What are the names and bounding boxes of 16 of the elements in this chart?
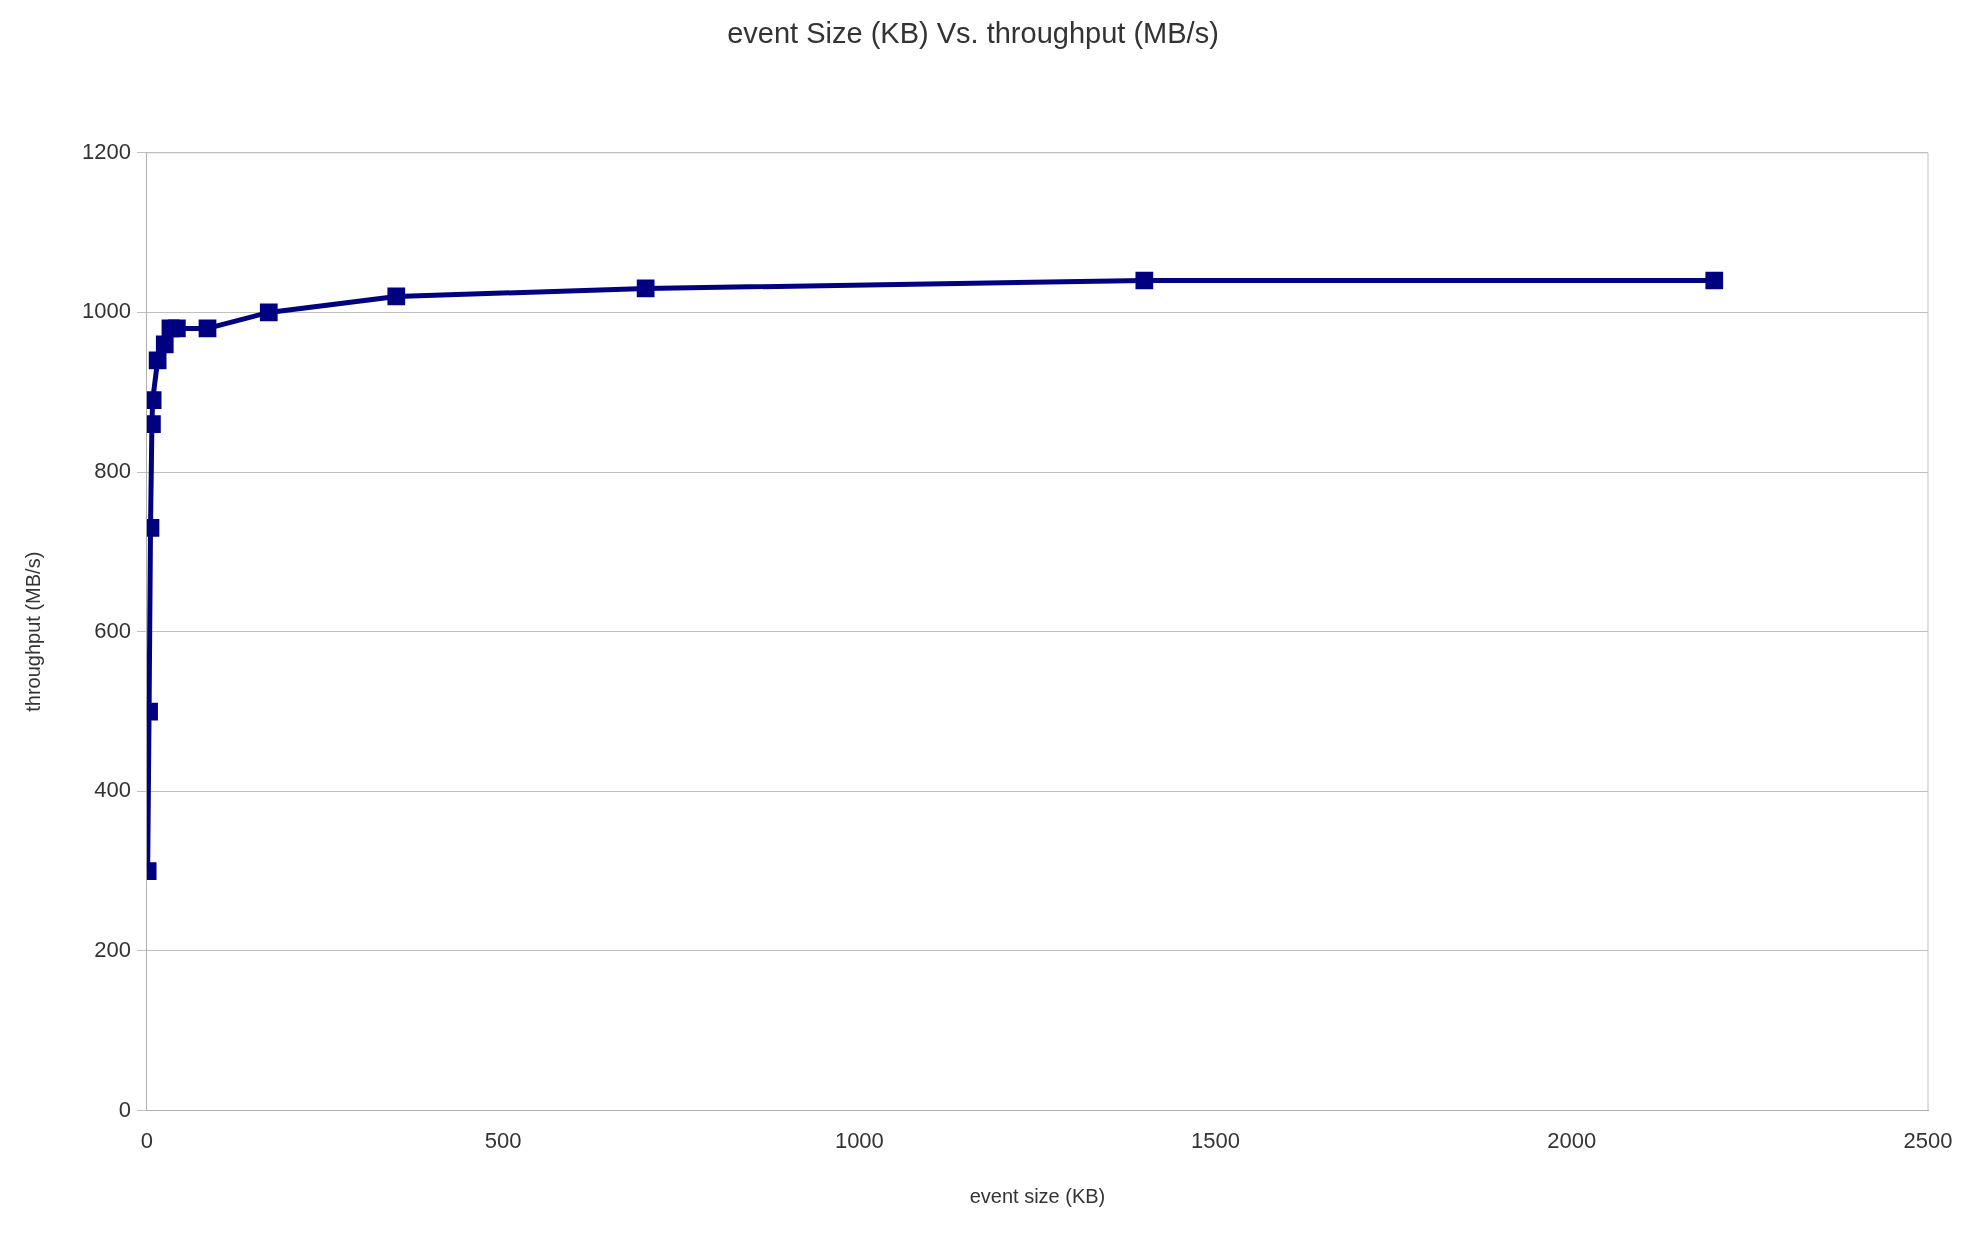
y-tick-label: 800 [94,458,131,484]
y-tick-label: 1000 [81,298,131,324]
x-tick-label: 0 [140,1127,154,1153]
x-tick-label: 1000 [834,1127,884,1153]
x-axis-title: event size (KB) [969,1184,1106,1207]
chart-title: event Size (KB) Vs. throughput (MB/s) [727,17,1219,50]
y-tick-label: 400 [94,777,131,803]
x-tick-label: 2000 [1547,1127,1597,1153]
x-tick-label: 1500 [1191,1127,1241,1153]
y-axis-title: throughput (MB/s) [21,551,44,712]
x-tick-label: 2500 [1903,1127,1953,1153]
x-tick-label: 500 [484,1127,522,1153]
y-tick-label: 1200 [81,138,131,164]
y-tick-label: 0 [118,1096,131,1122]
y-tick-label: 200 [94,937,131,963]
y-tick-label: 600 [94,617,131,643]
